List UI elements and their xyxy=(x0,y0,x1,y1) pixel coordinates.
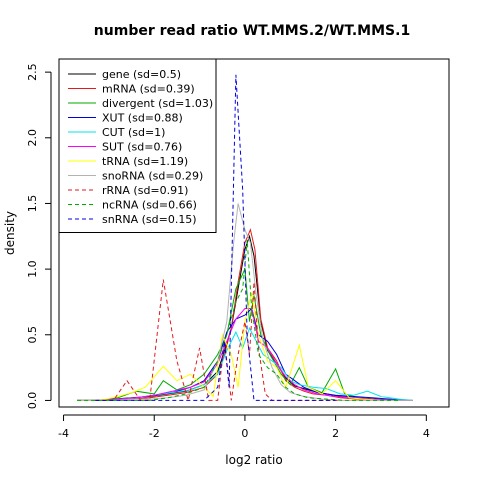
x-tick-label-0: -4 xyxy=(58,427,69,440)
series-line-6 xyxy=(77,292,400,401)
x-tick-label-3: 2 xyxy=(332,427,339,440)
x-tick-label-2: 0 xyxy=(241,427,248,440)
series-layer xyxy=(77,74,413,401)
legend-label-10: snRNA (sd=0.15) xyxy=(102,213,197,226)
legend-label-5: SUT (sd=0.76) xyxy=(102,141,182,154)
x-tick-label-1: -2 xyxy=(149,427,160,440)
y-tick-label-1: 0.5 xyxy=(26,326,39,344)
legend: gene (sd=0.5) mRNA (sd=0.39)divergent (sd… xyxy=(58,58,217,233)
chart-title: number read ratio WT.MMS.2/WT.MMS.1 xyxy=(94,23,410,39)
legend-label-8: rRNA (sd=0.91) xyxy=(102,184,188,197)
y-tick-label-5: 2.5 xyxy=(26,63,39,81)
legend-label-0: gene (sd=0.5) xyxy=(102,68,181,81)
x-axis-label: log2 ratio xyxy=(225,453,282,467)
y-tick-label-0: 0.0 xyxy=(26,392,39,410)
series-line-9 xyxy=(77,240,400,401)
y-axis-label: density xyxy=(3,211,17,255)
x-tick-label-4: 4 xyxy=(423,427,430,440)
legend-label-1: mRNA (sd=0.39) xyxy=(102,83,195,96)
y-tick-label-2: 1.0 xyxy=(26,260,39,278)
y-tick-label-3: 1.5 xyxy=(26,195,39,213)
legend-label-6: tRNA (sd=1.19) xyxy=(102,155,188,168)
legend-label-2: divergent (sd=1.03) xyxy=(102,97,213,110)
legend-label-3: XUT (sd=0.88) xyxy=(102,112,183,125)
legend-box xyxy=(58,58,217,233)
y-axis: 0.0 0.5 1.0 1.5 2.0 2.5 xyxy=(26,63,52,410)
y-tick-label-4: 2.0 xyxy=(26,129,39,147)
x-axis: -4 -2 0 2 4 xyxy=(58,414,430,440)
legend-label-9: ncRNA (sd=0.66) xyxy=(102,199,197,212)
series-line-10 xyxy=(95,74,336,401)
legend-label-4: CUT (sd=1) xyxy=(102,126,165,139)
legend-label-7: snoRNA (sd=0.29) xyxy=(102,170,203,183)
